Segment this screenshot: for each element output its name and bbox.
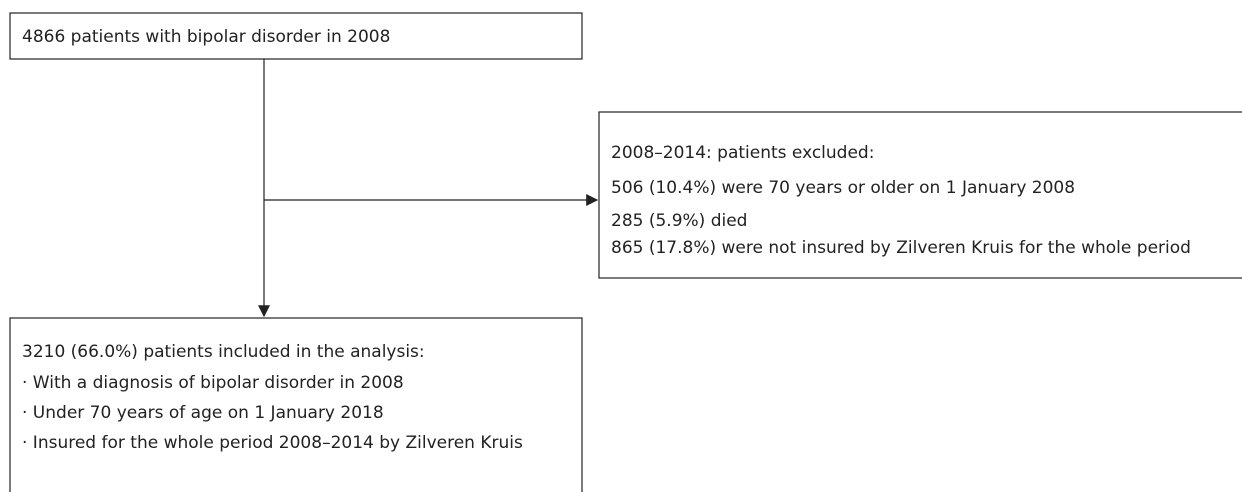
box-text: · Insured for the whole period 2008–2014… bbox=[22, 433, 523, 453]
box-text: · With a diagnosis of bipolar disorder i… bbox=[22, 373, 404, 393]
box-text: · Under 70 years of age on 1 January 201… bbox=[22, 403, 384, 423]
box-text: 865 (17.8%) were not insured by Zilveren… bbox=[611, 238, 1191, 258]
box bbox=[9, 12, 583, 60]
box bbox=[598, 111, 1242, 279]
box-text: 506 (10.4%) were 70 years or older on 1 … bbox=[611, 178, 1075, 198]
box-text: 4866 patients with bipolar disorder in 2… bbox=[22, 27, 390, 47]
box-text: 285 (5.9%) died bbox=[611, 211, 747, 231]
box bbox=[9, 317, 583, 492]
box-heading: 3210 (66.0%) patients included in the an… bbox=[22, 342, 425, 362]
box-heading: 2008–2014: patients excluded: bbox=[611, 143, 874, 163]
